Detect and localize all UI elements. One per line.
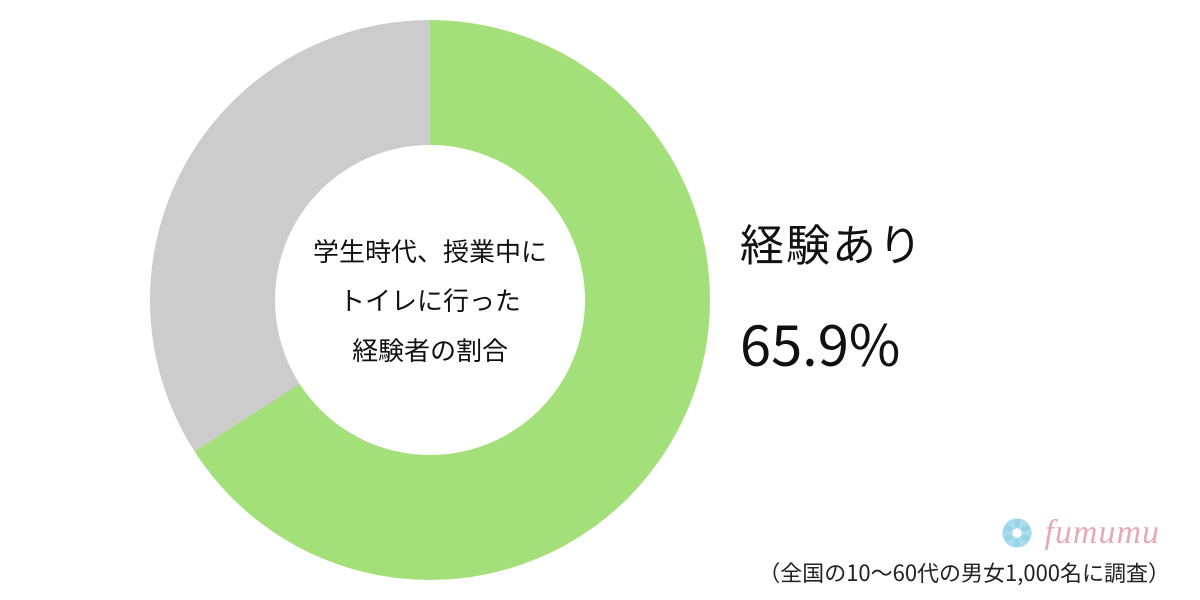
donut-center-text: 学生時代、授業中にトイレに行った経験者の割合 [313,226,547,374]
donut-chart: 学生時代、授業中にトイレに行った経験者の割合 [150,20,710,580]
donut-hole: 学生時代、授業中にトイレに行った経験者の割合 [275,145,585,455]
result-label: 経験あり [740,210,924,274]
result-label-block: 経験あり 65.9% [740,210,924,383]
survey-footnote: （全国の10〜60代の男女1,000名に調査） [758,556,1170,588]
brand-logo: fumumu [998,514,1160,552]
brand-flower-icon [998,514,1036,552]
brand-name: fumumu [1044,514,1160,552]
result-percent: 65.9% [740,302,924,383]
